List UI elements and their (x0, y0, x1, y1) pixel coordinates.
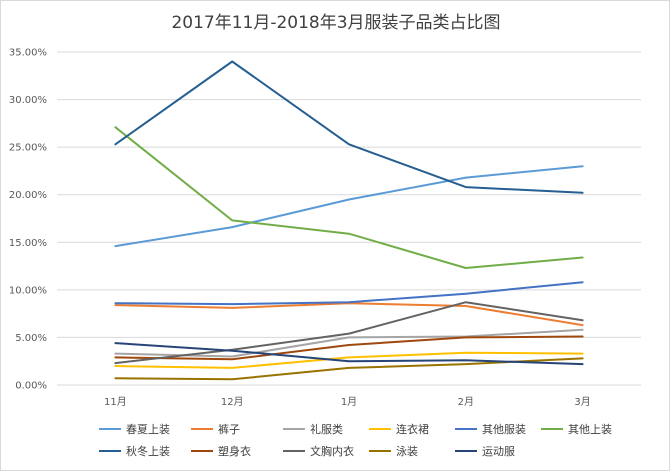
series-line-3 (114, 351, 584, 369)
legend-label: 春夏上装 (126, 423, 170, 436)
x-tick-label: 1月 (341, 396, 357, 408)
series-line-8 (114, 301, 584, 365)
x-axis-ticks: 11月 12月 1月 2月 3月 (104, 396, 591, 408)
x-tick-label: 12月 (221, 396, 244, 408)
legend-label: 秋冬上装 (126, 444, 170, 458)
legend-label: 其他上装 (568, 423, 612, 436)
y-axis-ticks: 0.00% 5.00% 10.00% 15.00% 20.00% 25.00% 30.00%… (9, 48, 47, 392)
series-line-2 (114, 328, 584, 358)
series-line-5 (114, 126, 584, 269)
legend-label: 其他服装 (482, 423, 526, 436)
x-tick-label: 3月 (574, 396, 590, 408)
legend-label: 礼服类 (310, 422, 343, 436)
grid-layer (57, 51, 641, 386)
series-line-0 (114, 165, 584, 248)
legend-label: 塑身衣 (218, 444, 251, 458)
chart-title: 2017年11月-2018年3月服装子品类占比图 (171, 13, 500, 33)
y-tick-label: 20.00% (9, 190, 47, 201)
series-line-10 (114, 342, 584, 366)
series-layer (114, 60, 584, 381)
legend-label: 连衣裙 (396, 422, 429, 436)
series-line-7 (114, 335, 584, 361)
series-line-6 (114, 60, 584, 194)
y-tick-label: 15.00% (9, 238, 47, 249)
y-tick-label: 30.00% (9, 95, 47, 106)
y-tick-label: 35.00% (9, 48, 47, 59)
series-line-1 (114, 302, 584, 327)
series-line-4 (114, 281, 584, 306)
y-tick-label: 10.00% (9, 285, 47, 296)
legend-label: 运动服 (482, 445, 515, 458)
y-tick-label: 5.00% (15, 333, 47, 344)
x-tick-label: 11月 (104, 396, 127, 408)
x-tick-label: 2月 (458, 396, 474, 408)
y-tick-label: 0.00% (15, 381, 47, 392)
legend-label: 文胸内衣 (310, 444, 354, 458)
legend-label: 裤子 (218, 422, 240, 436)
legend-label: 泳装 (396, 444, 418, 458)
y-tick-label: 25.00% (9, 143, 47, 154)
